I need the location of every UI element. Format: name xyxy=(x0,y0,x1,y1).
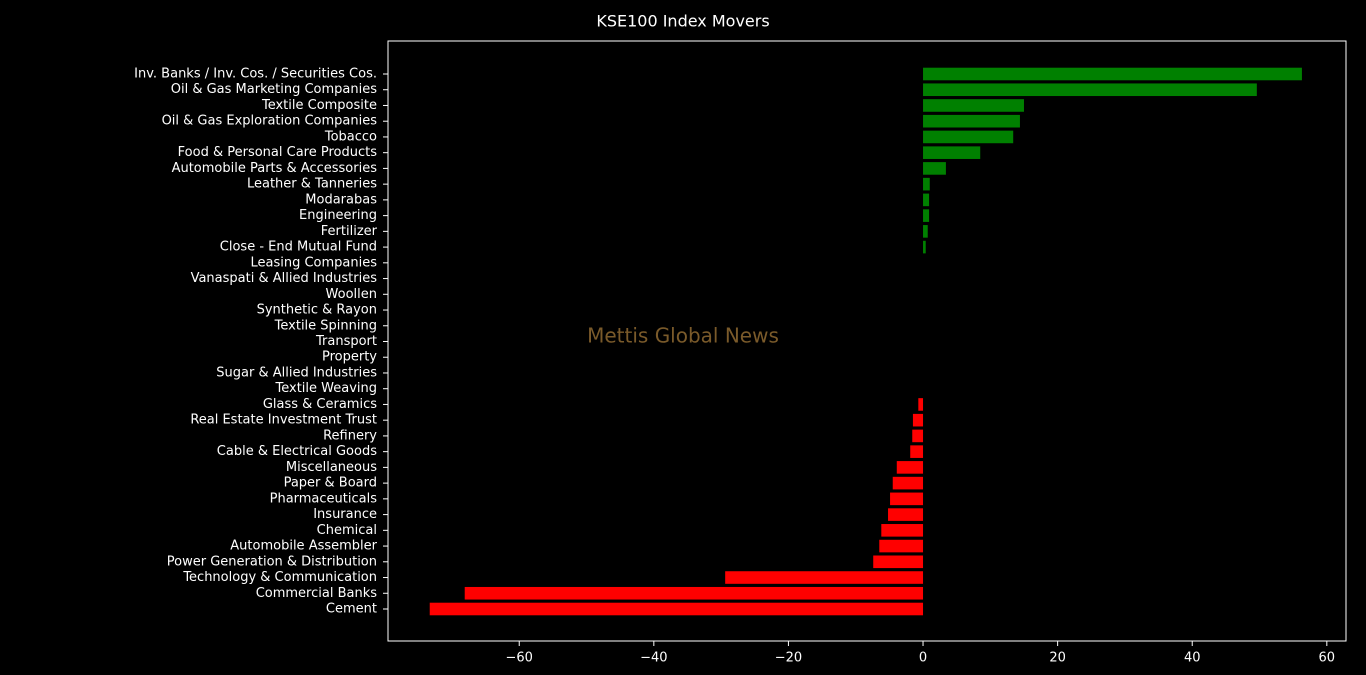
chart-title: KSE100 Index Movers xyxy=(596,12,769,31)
bar xyxy=(923,114,1020,128)
y-tick-label: Refinery xyxy=(323,428,377,443)
x-tick-label: 0 xyxy=(919,651,927,666)
y-tick-label: Technology & Communication xyxy=(182,570,377,585)
y-tick-label: Woollen xyxy=(326,287,377,302)
y-tick-label: Modarabas xyxy=(305,192,377,207)
y-tick-label: Property xyxy=(322,350,377,365)
x-tick-label: −60 xyxy=(506,651,533,666)
y-tick-label: Insurance xyxy=(313,507,377,522)
y-tick-label: Fertilizer xyxy=(321,224,378,239)
bar xyxy=(923,146,981,159)
bar xyxy=(896,461,924,474)
y-tick-label: Pharmaceuticals xyxy=(270,491,378,506)
y-tick-label: Transport xyxy=(315,334,377,349)
y-tick-label: Close - End Mutual Fund xyxy=(220,240,377,255)
bar xyxy=(923,177,930,191)
y-tick-label: Textile Weaving xyxy=(275,381,378,396)
bar xyxy=(912,429,924,443)
y-tick-label: Real Estate Investment Trust xyxy=(190,413,377,428)
y-tick-label: Leather & Tanneries xyxy=(247,177,377,192)
y-tick-label: Automobile Assembler xyxy=(230,539,377,554)
bar xyxy=(888,508,924,521)
bar xyxy=(923,162,946,175)
bar xyxy=(892,476,924,490)
bar xyxy=(910,445,924,458)
x-tick-label: −40 xyxy=(640,651,667,666)
x-tick-label: 60 xyxy=(1319,651,1336,666)
y-tick-label: Vanaspati & Allied Industries xyxy=(191,271,378,286)
bar xyxy=(923,83,1257,97)
bar xyxy=(879,539,924,553)
y-tick-label: Synthetic & Rayon xyxy=(257,303,377,318)
bar xyxy=(923,225,928,238)
y-tick-label: Oil & Gas Marketing Companies xyxy=(171,82,377,97)
y-tick-label: Tobacco xyxy=(324,129,377,144)
bar xyxy=(464,586,924,600)
y-tick-label: Oil & Gas Exploration Companies xyxy=(162,114,378,129)
y-tick-label: Inv. Banks / Inv. Cos. / Securities Cos. xyxy=(134,67,377,82)
bar xyxy=(923,130,1014,144)
y-tick-label: Commercial Banks xyxy=(256,586,378,601)
y-tick-label: Paper & Board xyxy=(284,476,377,491)
bar xyxy=(918,398,924,411)
y-tick-label: Cement xyxy=(326,602,377,617)
bar xyxy=(881,524,924,537)
y-tick-label: Engineering xyxy=(299,208,377,223)
y-tick-label: Miscellaneous xyxy=(286,460,377,475)
bar xyxy=(923,240,926,254)
y-tick-label: Sugar & Allied Industries xyxy=(216,365,377,380)
y-tick-label: Cable & Electrical Goods xyxy=(217,444,377,459)
y-tick-label: Glass & Ceramics xyxy=(263,397,377,412)
bar xyxy=(923,99,1024,112)
bar xyxy=(873,555,924,569)
y-tick-label: Chemical xyxy=(317,523,377,538)
bar xyxy=(429,602,924,616)
bar xyxy=(923,209,930,222)
y-tick-label: Leasing Companies xyxy=(250,255,377,270)
y-tick-label: Textile Spinning xyxy=(274,318,377,333)
watermark: Mettis Global News xyxy=(587,324,779,348)
bar xyxy=(725,571,924,584)
bar xyxy=(923,193,930,207)
y-tick-label: Food & Personal Care Products xyxy=(178,145,378,160)
y-tick-label: Automobile Parts & Accessories xyxy=(172,161,378,176)
plot-frame xyxy=(387,40,1347,642)
bar xyxy=(912,413,924,427)
x-tick-label: −20 xyxy=(775,651,802,666)
bar xyxy=(923,67,1302,81)
y-tick-label: Power Generation & Distribution xyxy=(167,554,377,569)
x-tick-label: 40 xyxy=(1184,651,1201,666)
bar xyxy=(890,492,924,506)
x-tick-label: 20 xyxy=(1049,651,1066,666)
y-tick-label: Textile Composite xyxy=(261,98,377,113)
